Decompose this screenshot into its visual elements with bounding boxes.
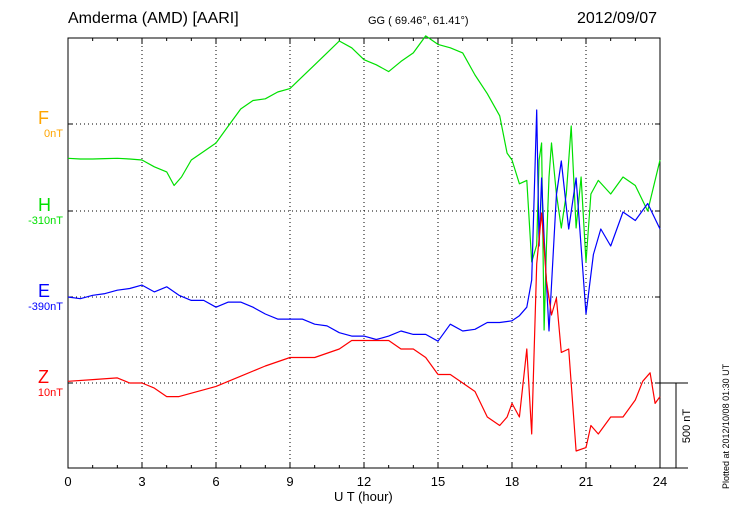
date-label: 2012/09/07 — [577, 10, 658, 27]
scale-bar — [660, 382, 688, 469]
series-letter-F: F — [38, 108, 49, 128]
x-tick-label: 9 — [286, 474, 293, 489]
series-baseline-Z: 10nT — [37, 387, 63, 399]
coordinates-label: GG ( 69.46°, 61.41°) — [368, 15, 469, 27]
plotted-timestamp: Plotted at 2012/10/08 01:30 UT — [721, 363, 730, 489]
grid-lines — [68, 37, 660, 468]
series-lines — [67, 35, 661, 452]
series-letter-Z: Z — [38, 367, 49, 387]
series-line-E — [67, 109, 661, 342]
x-axis-label: U T (hour) — [334, 489, 393, 504]
x-tick-label: 3 — [138, 474, 145, 489]
series-line-H — [67, 35, 661, 331]
x-tick-label: 24 — [653, 474, 667, 489]
x-tick-label: 15 — [431, 474, 445, 489]
x-tick-label: 21 — [579, 474, 593, 489]
series-line-Z — [67, 212, 661, 452]
x-tick-label: 12 — [357, 474, 371, 489]
series-letter-E: E — [38, 281, 51, 301]
x-tick-label: 6 — [212, 474, 219, 489]
series-baseline-E: -390nT — [28, 301, 63, 313]
x-tick-label: 18 — [505, 474, 519, 489]
series-baseline-H: -310nT — [28, 215, 63, 227]
station-title: Amderma (AMD) [AARI] — [68, 10, 239, 27]
series-baseline-F: 0nT — [44, 128, 63, 140]
x-axis-ticks: 0 3 6 9 12 15 18 21 24 — [64, 37, 667, 489]
series-letter-H: H — [38, 195, 51, 215]
scale-bar-label: 500 nT — [681, 408, 694, 444]
x-tick-label: 0 — [64, 474, 71, 489]
